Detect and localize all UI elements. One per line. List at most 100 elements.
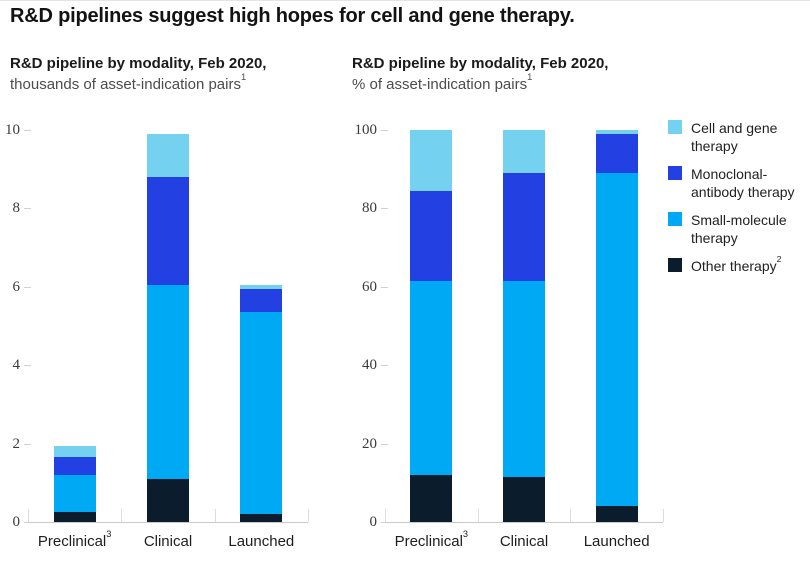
x-axis-footnote-marker: 3 [106,528,112,539]
y-tick-mark [381,522,388,523]
x-tick-mark [477,509,479,522]
bar-segment-other [240,514,283,522]
x-axis-label: Clinical [464,533,584,551]
bar-segment-cell_gene [503,130,545,174]
top-divider [0,0,810,1]
legend-label-cell-gene: Cell and gene therapy [691,120,778,154]
bar-segment-other [503,476,545,522]
x-tick-mark [28,509,29,522]
y-tick-label: 0 [12,514,21,530]
y-tick-label: 20 [362,435,377,452]
right-chart-subtitle-line2: % of asset-indication pairs1 [352,71,608,95]
x-tick-mark [385,509,386,522]
bar-segment-cell_gene [240,284,283,289]
y-tick-mark [381,365,388,367]
y-tick-label: 8 [12,200,21,217]
y-tick-label: 10 [5,122,20,138]
bar-segment-other [147,478,189,522]
left-chart-subtitle-line2-text: thousands of asset-indication pairs [10,76,241,93]
right-chart-subtitle-line1: R&D pipeline by modality, Feb 2020, [352,55,609,72]
y-tick-mark [24,208,31,210]
bar-segment-mab [147,177,189,285]
legend-item-cell-gene-therapy: Cell and gene therapy [668,119,806,155]
y-tick-mark [24,365,31,367]
legend-label-other: Other therapy2 [691,254,782,275]
bar-segment-mab [595,133,638,174]
y-tick-label: 6 [12,278,21,295]
x-axis-label: Preclinical3 [371,529,491,551]
legend-swatch-other [668,258,682,272]
x-axis-label-text: Clinical [143,533,193,550]
bar-segment-cell_gene [53,445,96,458]
bar-segment-other [410,474,453,522]
y-tick-label: 80 [362,200,377,217]
y-tick-mark [24,443,31,445]
y-tick-label: 60 [362,278,377,295]
legend-other-footnote-marker: 2 [776,254,782,265]
legend-item-monoclonal-antibody-therapy: Monoclonal- antibody therapy [668,165,806,201]
x-tick-mark [214,509,216,522]
x-tick-mark [570,509,572,522]
left-chart-footnote-marker: 1 [240,71,247,82]
y-tick-label: 4 [12,357,21,374]
bar-segment-cell_gene [410,130,453,191]
legend-label-mab: Monoclonal- antibody therapy [691,166,795,200]
bar-segment-small_molecule [410,280,453,475]
bar-segment-mab [410,190,453,281]
x-tick-mark [663,509,664,522]
bar-segment-cell_gene [147,133,189,178]
legend-swatch-mab [668,166,682,180]
legend-swatch-cell-gene [668,120,682,134]
bar-segment-cell_gene [595,130,638,134]
y-tick-mark [381,208,388,210]
legend-item-small-molecule-therapy: Small-molecule therapy [668,211,806,247]
x-tick-mark [308,509,309,522]
bar-segment-other [595,506,638,522]
right-chart-footnote-marker: 1 [527,71,533,82]
x-axis-label: Launched [201,533,321,551]
x-axis-label-text: Preclinical [37,533,107,550]
y-tick-label: 2 [12,435,21,452]
legend-item-other-therapy: Other therapy2 [668,254,806,275]
x-axis-label: Clinical [108,533,228,551]
y-tick-label: 0 [369,514,378,530]
legend-swatch-small-molecule [668,212,682,226]
y-tick-mark [381,130,388,131]
left-chart-subtitle: R&D pipeline by modality, Feb 2020, thou… [10,53,266,95]
bar-segment-small_molecule [53,474,96,513]
x-axis-footnote-marker: 3 [462,528,469,539]
bar-segment-mab [53,457,96,475]
bar-segment-small_molecule [240,312,283,515]
y-tick-mark [24,130,31,131]
x-axis-label: Launched [557,533,677,551]
bar-segment-small_molecule [147,284,189,479]
bar-segment-mab [503,173,545,281]
x-axis-label: Preclinical3 [15,529,135,551]
y-tick-mark [381,286,388,288]
x-axis-label-text: Launched [228,533,295,550]
bar-segment-other [53,512,96,522]
x-axis-label-text: Preclinical [394,533,463,550]
y-tick-mark [24,286,31,288]
x-axis-line [28,522,308,523]
x-axis-label-text: Launched [583,533,650,550]
x-tick-mark [121,509,123,522]
bar-segment-mab [240,288,283,313]
legend: Cell and gene therapy Monoclonal- antibo… [668,119,806,275]
left-chart-subtitle-line2: thousands of asset-indication pairs1 [10,71,266,95]
y-tick-label: 40 [362,357,377,374]
y-tick-mark [24,522,31,523]
x-axis-line [385,522,663,523]
x-axis-label-text: Clinical [499,533,549,550]
exhibit-title: R&D pipelines suggest high hopes for cel… [10,5,575,27]
bar-segment-small_molecule [595,173,638,507]
y-tick-mark [381,443,388,445]
legend-label-other-text: Other therapy [691,258,777,274]
legend-label-small-molecule: Small-molecule therapy [691,212,787,246]
right-chart-subtitle: R&D pipeline by modality, Feb 2020, % of… [352,53,608,95]
right-chart-subtitle-line2-text: % of asset-indication pairs [352,76,528,93]
y-tick-label: 100 [354,122,378,138]
